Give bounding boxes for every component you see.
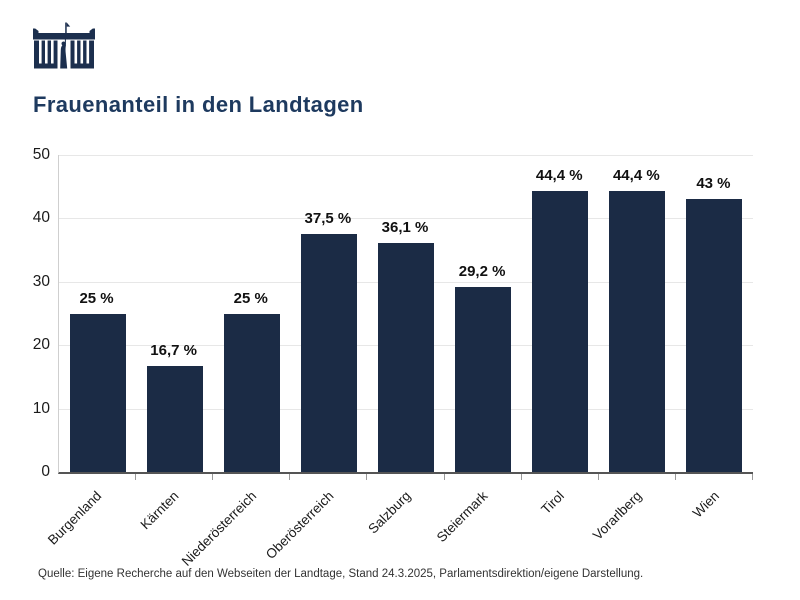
y-tick-label-0: 0 [41, 463, 50, 480]
source-note: Quelle: Eigene Recherche auf den Webseit… [38, 568, 644, 580]
x-label-text: Kärnten [137, 488, 182, 533]
value-label-Tirol: 44,4 % [535, 166, 583, 184]
x-label-text: Salzburg [365, 488, 414, 537]
value-label-Steiermark: 29,2 % [458, 262, 506, 280]
x-label-text: Niederösterreich [178, 488, 260, 569]
x-label-text: Steiermark [433, 488, 491, 545]
plot-area [58, 155, 753, 474]
x-label-text: Burgenland [45, 488, 105, 548]
value-label-Vorarlberg: 44,4 % [612, 166, 660, 184]
x-label-text: Vorarlberg [589, 488, 645, 543]
y-tick-label-30: 30 [32, 272, 50, 290]
x-label-text: Oberösterreich [262, 488, 337, 562]
x-axis-tick [289, 474, 291, 480]
x-label-text: Tirol [538, 488, 568, 518]
bar-Kärnten [146, 366, 203, 472]
value-label-Burgenland: 25 % [79, 289, 114, 307]
value-label-Niederösterreich: 25 % [233, 289, 268, 307]
x-axis-tick [366, 474, 368, 480]
bar-Tirol [532, 190, 589, 472]
x-axis-tick [752, 474, 753, 480]
value-label-Oberösterreich: 37,5 % [304, 210, 352, 228]
chart-title: Frauenanteil in den Landtagen [33, 92, 364, 117]
x-axis-tick [443, 474, 445, 480]
bar-Burgenland [69, 313, 126, 472]
bar-Salzburg [378, 243, 434, 472]
y-tick-label-20: 20 [32, 336, 50, 354]
value-label-Wien: 43 % [696, 175, 731, 193]
x-axis-tick [135, 474, 137, 480]
bar-Niederösterreich [223, 313, 280, 472]
value-label-Kärnten: 16,7 % [150, 342, 197, 360]
x-axis-tick [597, 474, 599, 480]
x-axis-tick [212, 474, 214, 480]
parliament-building-icon [33, 22, 95, 69]
bar-Steiermark [455, 286, 512, 472]
bar-Vorarlberg [609, 190, 666, 472]
y-tick-label-10: 10 [32, 399, 50, 417]
gridline-50 [59, 155, 753, 156]
austrian-parliament-logo [32, 22, 96, 72]
value-label-Salzburg: 36,1 % [381, 219, 429, 237]
x-label-text: Wien [689, 488, 722, 521]
bar-Wien [686, 199, 743, 472]
gridline-40 [59, 218, 753, 220]
y-tick-label-50: 50 [32, 146, 50, 163]
x-axis-tick [674, 474, 676, 480]
bar-Oberösterreich [300, 234, 357, 472]
x-axis-tick [520, 474, 522, 480]
y-tick-label-40: 40 [32, 209, 50, 227]
